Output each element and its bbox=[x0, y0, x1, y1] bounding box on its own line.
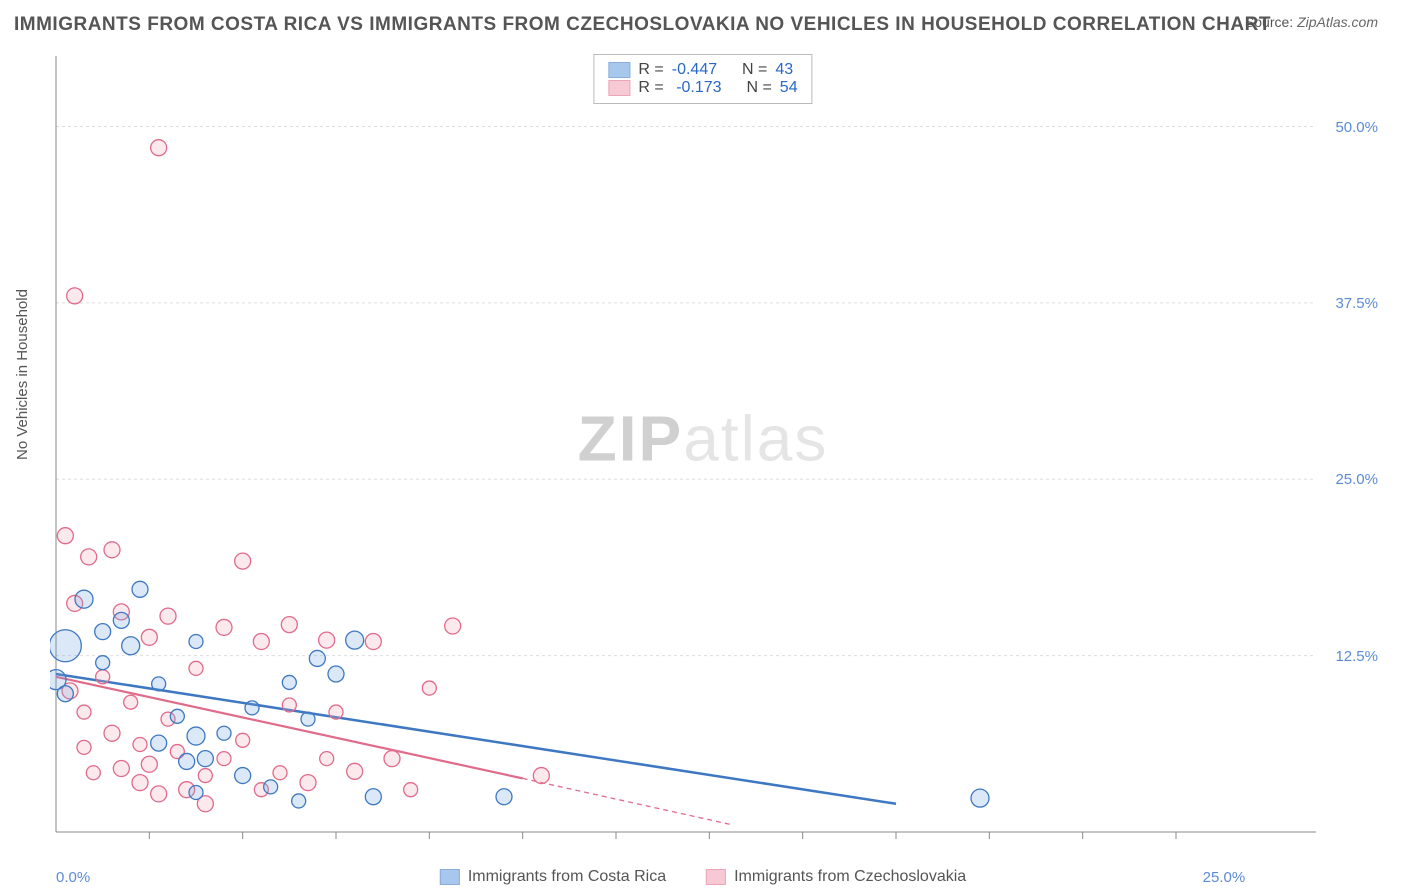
r-label: R = bbox=[638, 79, 663, 97]
y-tick-label: 37.5% bbox=[1335, 295, 1378, 312]
legend-label-costa-rica: Immigrants from Costa Rica bbox=[468, 868, 666, 886]
r-value-costa-rica: -0.447 bbox=[672, 61, 717, 79]
chart-svg bbox=[50, 50, 1386, 852]
r-value-czechoslovakia: -0.173 bbox=[672, 79, 722, 97]
legend-label-czechoslovakia: Immigrants from Czechoslovakia bbox=[734, 868, 966, 886]
source-label: Source: bbox=[1245, 14, 1293, 30]
n-label: N = bbox=[746, 79, 771, 97]
legend-swatch-costa-rica-b bbox=[440, 869, 460, 885]
y-tick-label: 12.5% bbox=[1335, 648, 1378, 665]
x-tick-label: 0.0% bbox=[56, 869, 90, 886]
n-value-costa-rica: 43 bbox=[775, 61, 793, 79]
legend-swatch-czechoslovakia-b bbox=[706, 869, 726, 885]
y-tick-label: 50.0% bbox=[1335, 119, 1378, 136]
source-credit: Source: ZipAtlas.com bbox=[1245, 14, 1378, 30]
legend-row-costa-rica: R = -0.447 N = 43 bbox=[608, 61, 797, 79]
n-value-czechoslovakia: 54 bbox=[780, 79, 798, 97]
r-label: R = bbox=[638, 61, 663, 79]
n-label: N = bbox=[742, 61, 767, 79]
x-tick-label: 25.0% bbox=[1203, 869, 1246, 886]
chart-title: IMMIGRANTS FROM COSTA RICA VS IMMIGRANTS… bbox=[14, 14, 1271, 36]
correlation-legend: R = -0.447 N = 43 R = -0.173 N = 54 bbox=[593, 54, 812, 104]
legend-row-czechoslovakia: R = -0.173 N = 54 bbox=[608, 79, 797, 97]
source-value: ZipAtlas.com bbox=[1297, 14, 1378, 30]
legend-swatch-czechoslovakia bbox=[608, 80, 630, 96]
legend-item-costa-rica: Immigrants from Costa Rica bbox=[440, 868, 666, 886]
legend-item-czechoslovakia: Immigrants from Czechoslovakia bbox=[706, 868, 966, 886]
y-tick-label: 25.0% bbox=[1335, 471, 1378, 488]
y-axis-label: No Vehicles in Household bbox=[14, 289, 31, 460]
legend-swatch-costa-rica bbox=[608, 62, 630, 78]
series-legend: Immigrants from Costa Rica Immigrants fr… bbox=[440, 868, 966, 886]
chart-plot-area bbox=[50, 50, 1386, 852]
